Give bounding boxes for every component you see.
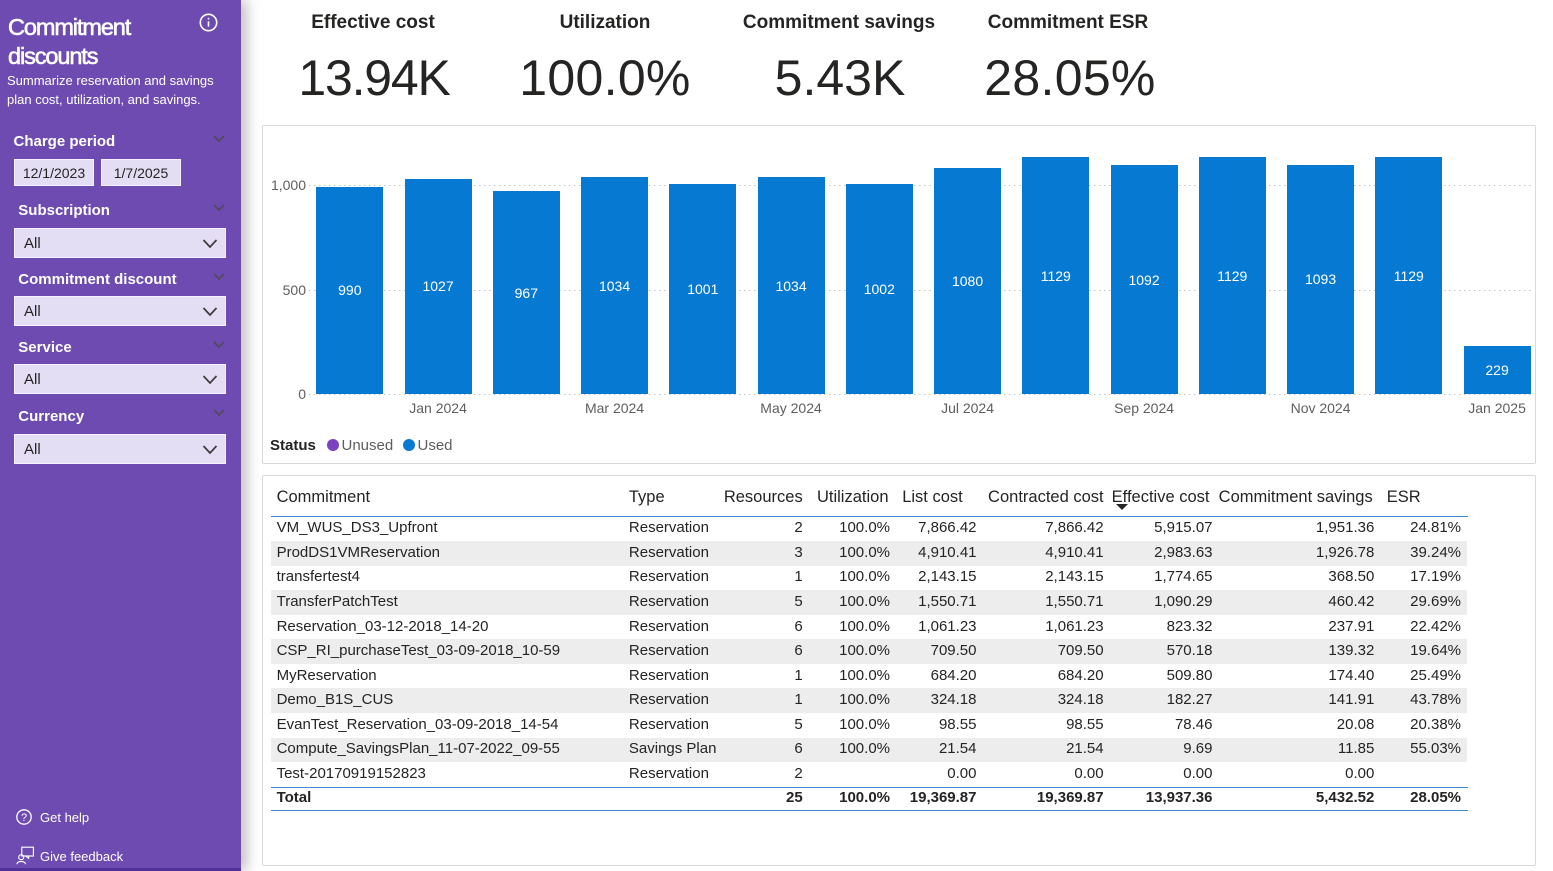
svg-text:?: ? <box>21 812 27 824</box>
